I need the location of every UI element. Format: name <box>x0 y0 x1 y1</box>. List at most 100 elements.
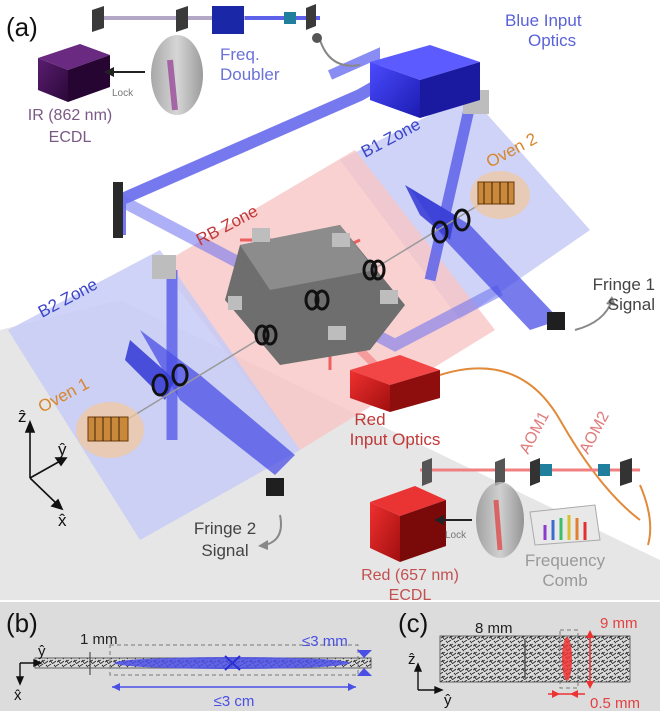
red-laser-label-line1: Red (657 nm) <box>361 567 459 584</box>
axis-main-z: ẑ <box>18 407 27 426</box>
top-mirror-2 <box>176 6 188 32</box>
beam-width-arrow-bottom <box>357 668 372 676</box>
ir-laser-label-line2: ECDL <box>49 129 92 146</box>
red-ecdl <box>370 486 446 562</box>
b2-beam-cone-inner <box>125 340 175 400</box>
blue-fiber <box>319 39 361 67</box>
bottom-mirror-1 <box>422 458 432 486</box>
beam-length-arrow-right <box>348 683 356 691</box>
freq-doubler-label-line1: Freq. <box>220 45 260 64</box>
panel-label-c: (c) <box>398 608 428 638</box>
panel-c-beam-height: 9 mm <box>600 615 638 632</box>
fringe-2-arrow-head <box>258 540 268 550</box>
aom1-cube <box>540 464 552 476</box>
beam-width-arrow-right <box>570 690 578 698</box>
lock-arrow-bottom-head <box>434 515 444 525</box>
frequency-comb-icon <box>529 504 601 546</box>
red-optics-label-line1: Red <box>354 410 385 429</box>
panel-c-dashed-box <box>559 629 579 689</box>
bottom-mirror-2 <box>495 458 505 486</box>
fringe-2-label-line1: Fringe 2 <box>194 519 256 538</box>
aom2-cube <box>598 464 610 476</box>
axes-c <box>413 662 444 695</box>
ring <box>453 208 471 232</box>
ring <box>314 289 330 311</box>
panel-c-beam-width: 0.5 mm <box>590 695 640 711</box>
oven-2 <box>470 171 530 219</box>
ring <box>171 363 189 387</box>
beam-height-arrow-top <box>586 630 594 638</box>
panel-b-beam-width: ≤3 mm <box>302 633 348 650</box>
axes-main <box>24 419 68 511</box>
mirror-b2 <box>152 255 176 279</box>
lock-arrow-top-head <box>104 67 114 77</box>
blue-optics-label-line2: Optics <box>528 31 576 50</box>
lock-label-top: Lock <box>112 88 134 99</box>
top-cavity-beam <box>167 59 178 111</box>
beam-length-arrow-left <box>112 683 120 691</box>
panel-c-plate <box>439 635 631 683</box>
ir-laser-label-line1: IR (862 nm) <box>28 107 112 124</box>
panel-b-axis-y: ŷ <box>38 643 46 660</box>
ring-group <box>151 208 471 397</box>
fiber-coupler <box>312 33 322 43</box>
fringe-2-arrow <box>264 514 282 546</box>
beam-width-arrow-top <box>357 650 372 658</box>
ring <box>362 259 378 281</box>
red-fiber <box>439 367 641 521</box>
axis-main-x: x̂ <box>58 511 67 530</box>
panel-c-height: 8 mm <box>475 620 513 637</box>
axes-b <box>15 658 43 686</box>
freq-comb-label-line1: Frequency <box>525 551 606 570</box>
panel-b-beam-length: ≤3 cm <box>214 693 255 710</box>
panel-label-b: (b) <box>6 608 38 638</box>
top-lock-cavity <box>151 35 203 115</box>
blue-input-optics <box>370 45 480 118</box>
blue-beam-b1-vertical <box>424 103 476 282</box>
chamber-mirror-4 <box>328 326 346 340</box>
panel-b-thickness: 1 mm <box>80 631 118 648</box>
red-optics-label-line2: Input Optics <box>350 430 441 449</box>
red-input-optics <box>350 355 440 412</box>
freq-doubler-label-line2: Doubler <box>220 65 280 84</box>
beam-width-arrow-left <box>552 690 560 698</box>
panel-b-dashed-box <box>109 644 359 676</box>
panel-c-axis-z: ẑ <box>408 651 416 668</box>
axis-main-y: ŷ <box>58 440 67 459</box>
fringe-2-label-line2: Signal <box>201 541 248 560</box>
freq-doubler-box <box>212 6 244 34</box>
bottom-mirror-3 <box>530 458 540 486</box>
aom1-label: AOM1 <box>517 409 553 457</box>
bottom-cavity-beam <box>493 499 503 551</box>
top-mirror-3 <box>306 4 316 30</box>
chamber-mirror-2 <box>332 233 350 247</box>
chamber-mirror-5 <box>228 296 242 310</box>
b2-zone-plane <box>8 250 300 540</box>
panel-b-cross <box>224 655 241 671</box>
aom2-label: AOM2 <box>577 409 613 457</box>
ring <box>262 324 278 346</box>
ring <box>370 259 386 281</box>
ring <box>304 289 320 311</box>
chamber-mirror-3 <box>380 290 398 304</box>
fringe-1-detector <box>547 312 565 330</box>
ring <box>151 373 169 397</box>
red-laser-label-line2: ECDL <box>389 587 432 604</box>
chamber-mirror-1 <box>252 228 270 242</box>
ring <box>431 220 449 244</box>
b1-zone-plane <box>340 95 590 320</box>
freq-comb-label-line2: Comb <box>542 571 587 590</box>
blue-beam-mid <box>117 194 503 352</box>
panel-label-a: (a) <box>6 12 38 42</box>
fringe-1-arrow <box>574 299 613 331</box>
bottom-mirror-4 <box>620 458 632 486</box>
bottom-fiber <box>639 484 652 546</box>
mirror-left <box>113 182 123 238</box>
panel-c-beam <box>562 637 572 681</box>
oven-1 <box>76 402 144 458</box>
fringe-1-label-line1: Fringe 1 <box>593 275 655 294</box>
lock-label-bottom: Lock <box>445 530 467 541</box>
blue-optics-label-line1: Blue Input <box>505 11 582 30</box>
